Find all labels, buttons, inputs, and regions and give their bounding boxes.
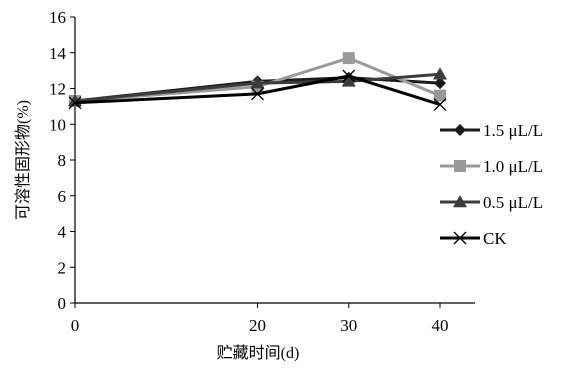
y-tick-label: 4: [58, 223, 67, 242]
x-tick-label: 20: [249, 316, 266, 335]
data-point: [434, 77, 446, 90]
legend-label: 1.0 μL/L: [483, 157, 543, 176]
y-tick-label: 10: [49, 115, 66, 134]
data-point: [342, 69, 356, 83]
data-point: [251, 87, 264, 101]
legend-marker: [453, 231, 467, 245]
legend-item-2: 0.5 μL/L: [440, 193, 543, 212]
x-marker-stroke: [342, 69, 356, 83]
x-marker-stroke: [68, 96, 82, 110]
legend-label: 1.5 μL/L: [483, 121, 543, 140]
x-tick-label: 0: [71, 316, 80, 335]
x-marker-stroke: [251, 87, 264, 101]
series-line: [74, 72, 441, 103]
data-point: [433, 67, 447, 80]
data-point: [250, 76, 265, 89]
y-tick-label: 0: [58, 294, 67, 313]
legend: 1.5 μL/L 1.0 μL/L 0.5 μL/L CK: [440, 121, 543, 248]
x-marker-stroke: [433, 98, 447, 112]
y-tick-label: 6: [58, 187, 67, 206]
y-axis-label: 可溶性固形物(%): [14, 100, 32, 220]
data-point: [341, 74, 356, 87]
legend-label: 0.5 μL/L: [483, 193, 543, 212]
legend-marker: [453, 195, 467, 208]
x-tick-label: 30: [340, 316, 357, 335]
legend-marker: [454, 160, 466, 172]
y-tick-label: 14: [49, 44, 67, 63]
x-marker-stroke: [453, 231, 467, 245]
series-3: [68, 69, 447, 112]
x-axis-label: 贮藏时间(d): [217, 344, 300, 362]
data-point: [434, 89, 446, 102]
data-point: [68, 96, 82, 110]
legend-marker: [454, 124, 466, 136]
series-layer: [68, 52, 447, 112]
axes: 0 2 4 6 8 10 12 14 16 0 20 30 40: [49, 8, 475, 335]
legend-item-3: CK: [440, 229, 507, 248]
y-tick-label: 12: [49, 80, 66, 99]
legend-item-1: 1.0 μL/L: [440, 157, 543, 176]
series-line: [74, 74, 441, 107]
y-tick-label: 8: [58, 151, 67, 170]
legend-label: CK: [483, 229, 507, 248]
x-tick-label: 40: [432, 316, 449, 335]
y-tick-label: 2: [58, 258, 67, 277]
data-point: [342, 52, 355, 65]
y-tick-label: 16: [49, 8, 66, 27]
legend-item-0: 1.5 μL/L: [440, 121, 543, 140]
data-point: [433, 98, 447, 112]
